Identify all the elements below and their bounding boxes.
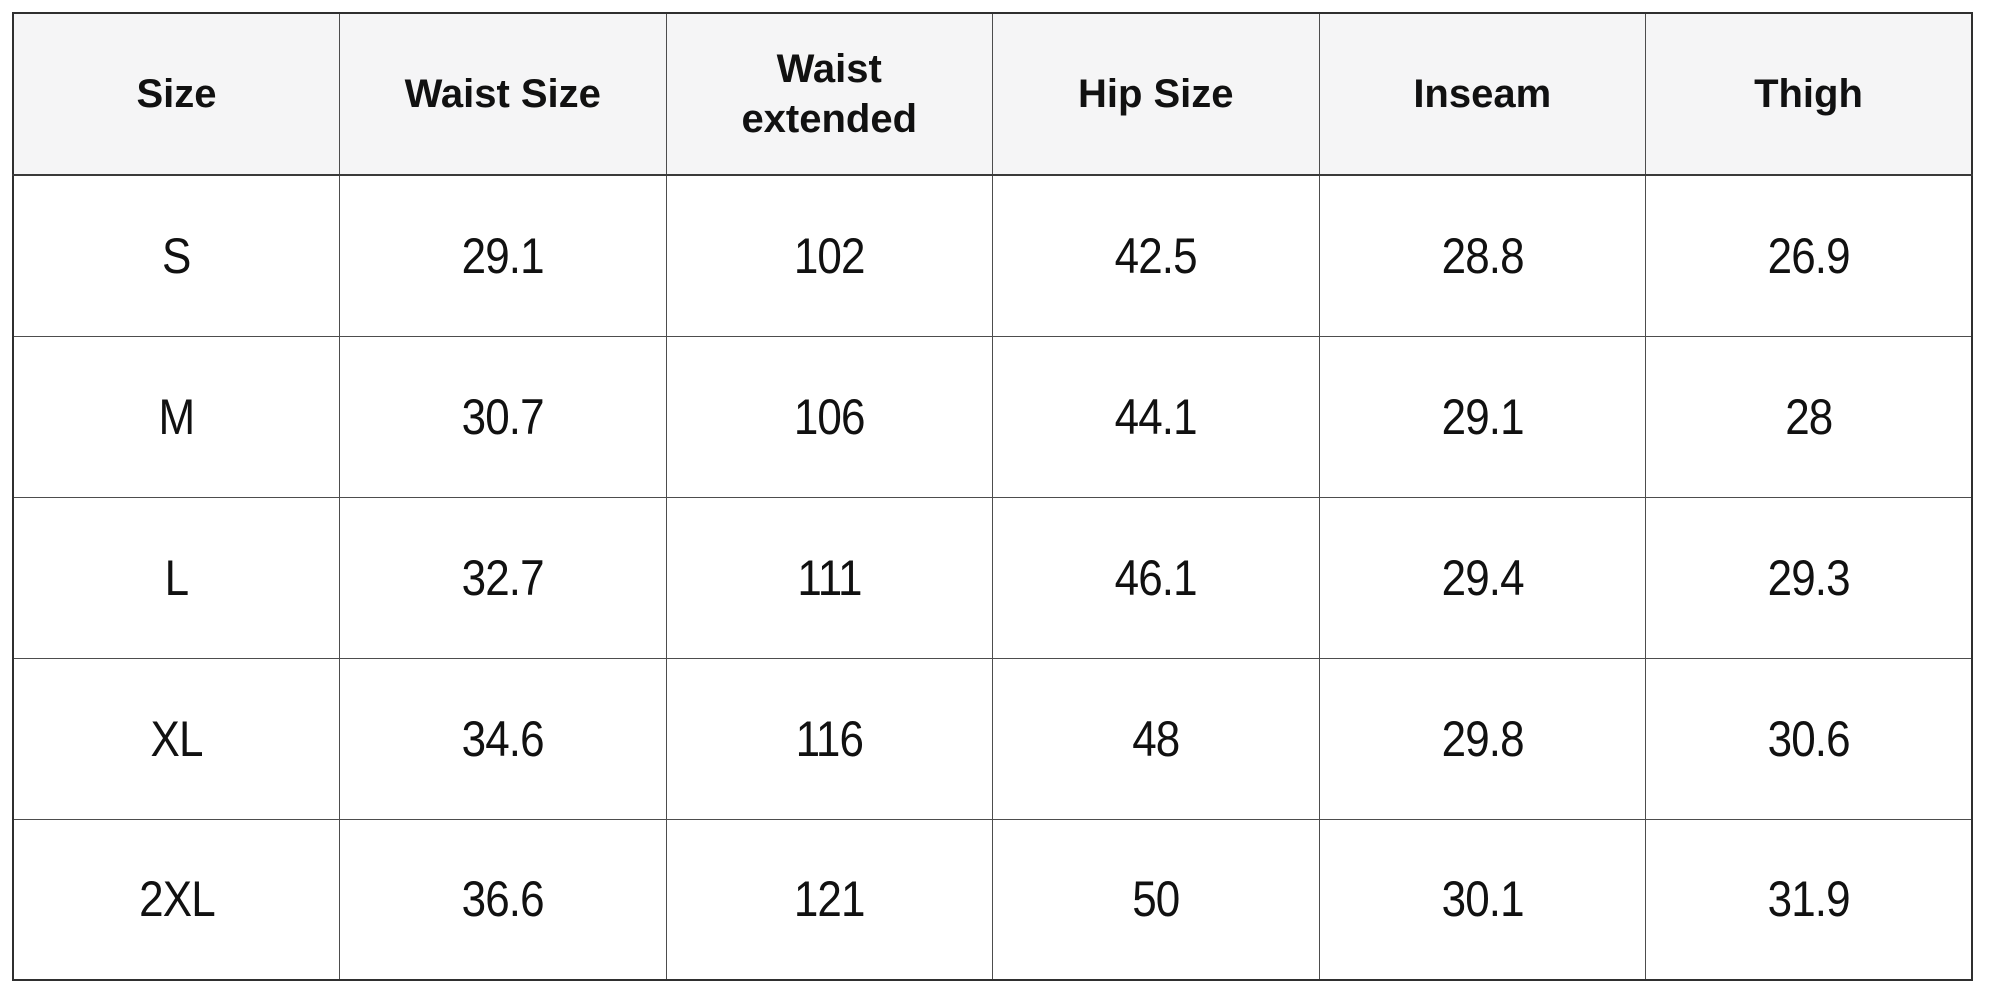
value-cell: 50 [992, 818, 1320, 981]
measurement-value: 46.1 [1114, 549, 1198, 606]
measurement-value: 116 [795, 710, 864, 767]
measurement-value: 26.9 [1767, 227, 1850, 284]
value-cell: 34.6 [339, 657, 667, 820]
measurement-value: 106 [793, 388, 866, 445]
measurement-value: 29.1 [1441, 388, 1524, 445]
column-header-label: Thigh [1754, 72, 1863, 116]
size-cell: XL [12, 657, 340, 820]
size-chart-table: Size Waist Size Waist extended Hip Size Inse… [12, 12, 1973, 981]
value-cell: 48 [992, 657, 1320, 820]
header-row: Size Waist Size Waist extended Hip Size Inse… [12, 12, 1973, 176]
size-cell: 2XL [12, 818, 340, 981]
table-row: M 30.7 106 44.1 29.1 28 [12, 335, 1973, 498]
measurement-value: 32.7 [461, 549, 545, 606]
size-label: S [162, 227, 191, 284]
column-header-inseam: Inseam [1318, 12, 1646, 176]
column-header-label: Hip Size [1077, 72, 1234, 116]
column-header-waist-size: Waist Size [339, 12, 667, 176]
measurement-value: 111 [797, 549, 862, 606]
column-header-label: Waist extended [741, 47, 918, 141]
measurement-value: 28.8 [1441, 227, 1524, 284]
value-cell: 31.9 [1645, 818, 1973, 981]
measurement-value: 29.8 [1441, 710, 1524, 767]
table-body: S 29.1 102 42.5 28.8 26.9 M 30.7 106 44.1 29.1 28 L 3… [12, 174, 1973, 981]
column-header-size: Size [12, 12, 340, 176]
value-cell: 32.7 [339, 496, 667, 659]
value-cell: 30.7 [339, 335, 667, 498]
column-header-label: Size [136, 72, 217, 116]
size-label: 2XL [138, 871, 216, 928]
value-cell: 36.6 [339, 818, 667, 981]
size-label: L [164, 549, 189, 606]
measurement-value: 31.9 [1767, 871, 1850, 928]
measurement-value: 44.1 [1114, 388, 1198, 445]
value-cell: 111 [665, 496, 993, 659]
size-label: XL [150, 710, 203, 767]
size-cell: L [12, 496, 340, 659]
value-cell: 28.8 [1318, 174, 1646, 337]
column-header-thigh: Thigh [1645, 12, 1973, 176]
table-row: 2XL 36.6 121 50 30.1 31.9 [12, 818, 1973, 981]
column-header-hip-size: Hip Size [992, 12, 1320, 176]
table-header: Size Waist Size Waist extended Hip Size Inse… [12, 12, 1973, 176]
value-cell: 28 [1645, 335, 1973, 498]
measurement-value: 28 [1784, 388, 1833, 445]
value-cell: 44.1 [992, 335, 1320, 498]
column-header-label: Waist Size [404, 72, 601, 116]
table-row: S 29.1 102 42.5 28.8 26.9 [12, 174, 1973, 337]
value-cell: 30.1 [1318, 818, 1646, 981]
value-cell: 26.9 [1645, 174, 1973, 337]
column-header-waist-extended: Waist extended [665, 12, 993, 176]
measurement-value: 30.1 [1441, 871, 1524, 928]
table-row: L 32.7 111 46.1 29.4 29.3 [12, 496, 1973, 659]
size-cell: M [12, 335, 340, 498]
value-cell: 29.3 [1645, 496, 1973, 659]
measurement-value: 29.4 [1441, 549, 1524, 606]
size-cell: S [12, 174, 340, 337]
value-cell: 121 [665, 818, 993, 981]
measurement-value: 30.6 [1767, 710, 1850, 767]
size-label: M [158, 388, 196, 445]
measurement-value: 34.6 [461, 710, 545, 767]
measurement-value: 102 [793, 227, 866, 284]
value-cell: 29.1 [339, 174, 667, 337]
value-cell: 42.5 [992, 174, 1320, 337]
measurement-value: 48 [1132, 710, 1180, 767]
value-cell: 29.8 [1318, 657, 1646, 820]
value-cell: 106 [665, 335, 993, 498]
value-cell: 116 [665, 657, 993, 820]
value-cell: 29.1 [1318, 335, 1646, 498]
value-cell: 30.6 [1645, 657, 1973, 820]
measurement-value: 42.5 [1114, 227, 1198, 284]
measurement-value: 36.6 [461, 871, 545, 928]
measurement-value: 29.1 [461, 227, 545, 284]
value-cell: 102 [665, 174, 993, 337]
column-header-label: Inseam [1413, 72, 1552, 116]
table-row: XL 34.6 116 48 29.8 30.6 [12, 657, 1973, 820]
value-cell: 29.4 [1318, 496, 1646, 659]
measurement-value: 50 [1132, 871, 1180, 928]
measurement-value: 30.7 [461, 388, 545, 445]
measurement-value: 29.3 [1767, 549, 1850, 606]
value-cell: 46.1 [992, 496, 1320, 659]
measurement-value: 121 [793, 871, 866, 928]
